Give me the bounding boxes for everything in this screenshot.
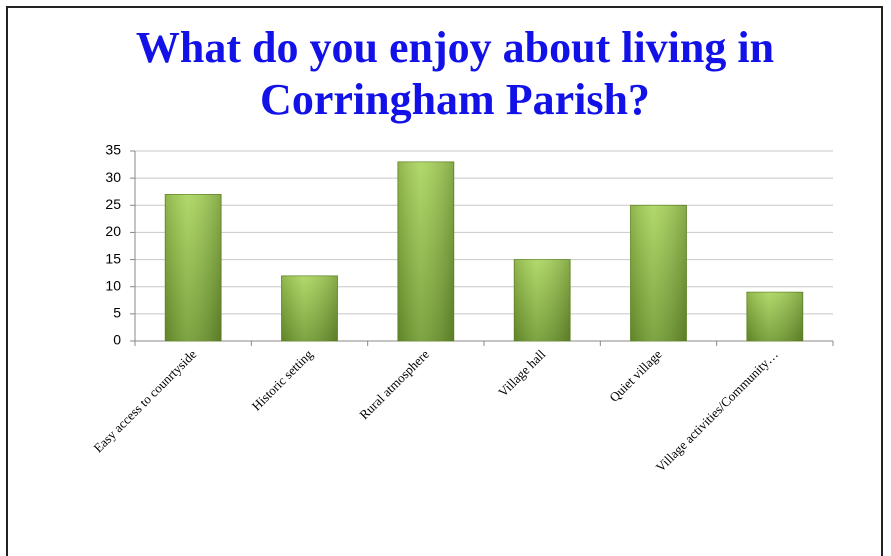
y-tick-label: 10 [105,277,121,293]
x-tick-label: Village activities/Community… [653,347,781,475]
y-tick-label: 25 [105,196,121,212]
x-tick-label: Easy access to counrtyside [90,346,199,455]
y-tick-label: 30 [105,169,121,185]
x-tick-label: Quiet village [606,346,665,405]
y-tick-label: 35 [105,142,121,158]
bar [164,194,222,342]
y-tick-label: 20 [105,223,121,239]
bar [513,259,571,342]
y-tick-label: 15 [105,250,121,266]
y-tick-label: 0 [113,332,121,348]
y-tick-label: 5 [113,305,121,321]
x-tick-label: Historic setting [249,346,316,413]
bar [746,291,804,342]
bar [281,275,338,342]
bar [397,161,455,342]
x-tick-label: Rural atmosphere [356,346,432,422]
bar [630,204,687,342]
chart-title: What do you enjoy about living in Corrin… [135,23,775,124]
x-tick-label: Village hall [495,346,548,399]
